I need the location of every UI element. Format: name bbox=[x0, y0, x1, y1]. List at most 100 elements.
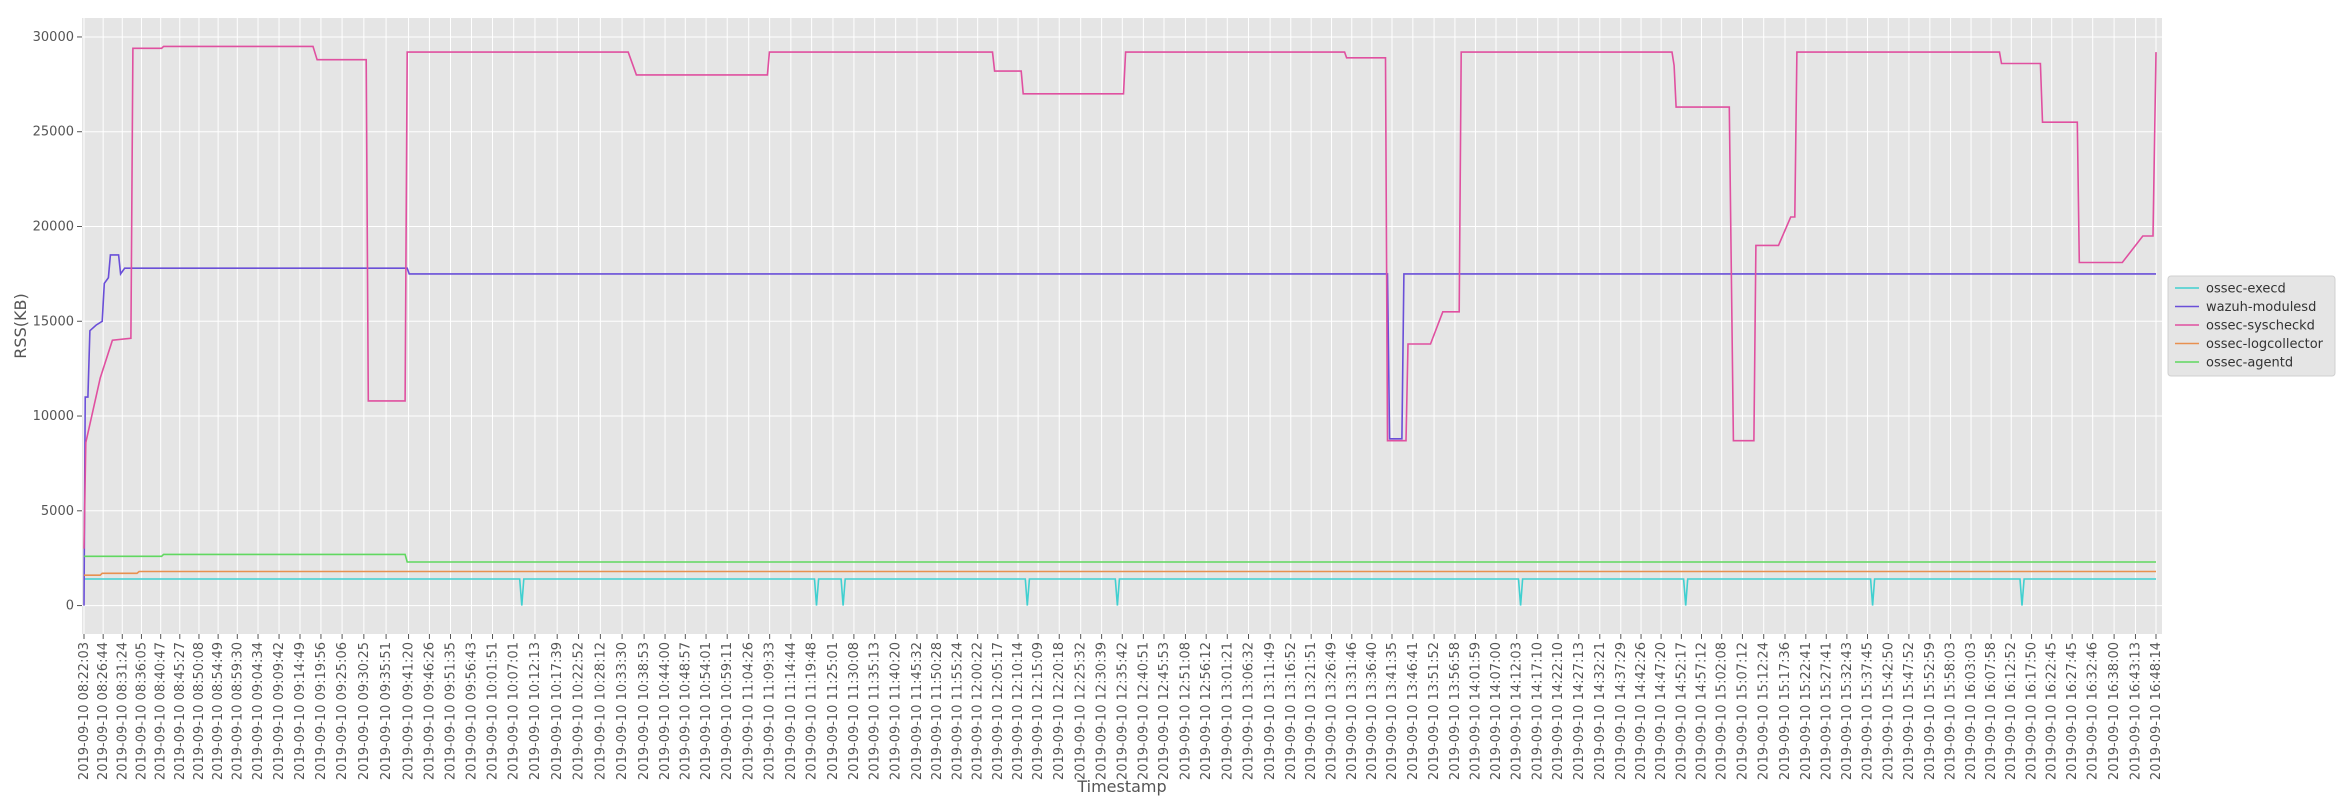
x-tick-label: 2019-09-10 09:56:43 bbox=[465, 642, 480, 780]
x-tick-label: 2019-09-10 10:17:39 bbox=[550, 642, 565, 780]
x-tick-label: 2019-09-10 11:14:44 bbox=[784, 642, 799, 780]
x-tick-label: 2019-09-10 13:31:46 bbox=[1345, 642, 1360, 780]
x-tick-label: 2019-09-10 14:07:00 bbox=[1489, 642, 1504, 780]
x-tick-label: 2019-09-10 08:22:03 bbox=[77, 642, 92, 780]
x-tick-label: 2019-09-10 11:55:24 bbox=[950, 642, 965, 780]
y-tick-label: 10000 bbox=[33, 409, 74, 424]
x-tick-label: 2019-09-10 12:51:08 bbox=[1178, 642, 1193, 780]
x-tick-label: 2019-09-10 09:30:25 bbox=[357, 642, 372, 780]
y-tick-label: 20000 bbox=[33, 219, 74, 234]
x-tick-label: 2019-09-10 15:17:36 bbox=[1778, 642, 1793, 780]
legend-label-ossec-syscheckd: ossec-syscheckd bbox=[2206, 319, 2315, 334]
x-tick-label: 2019-09-10 14:27:13 bbox=[1572, 642, 1587, 780]
x-tick-label: 2019-09-10 09:35:51 bbox=[379, 642, 394, 780]
x-tick-label: 2019-09-10 14:47:20 bbox=[1654, 642, 1669, 780]
x-tick-label: 2019-09-10 08:54:49 bbox=[211, 642, 226, 780]
x-tick-label: 2019-09-10 16:32:46 bbox=[2086, 642, 2101, 780]
x-tick-label: 2019-09-10 11:40:20 bbox=[889, 642, 904, 780]
x-tick-label: 2019-09-10 09:51:35 bbox=[443, 642, 458, 780]
x-tick-label: 2019-09-10 09:41:20 bbox=[402, 642, 417, 780]
x-tick-label: 2019-09-10 14:42:26 bbox=[1634, 642, 1649, 780]
x-tick-label: 2019-09-10 15:52:59 bbox=[1923, 642, 1938, 780]
y-axis-title: RSS(KB) bbox=[11, 293, 30, 358]
x-tick-label: 2019-09-10 09:04:34 bbox=[251, 642, 266, 780]
legend-label-ossec-agentd: ossec-agentd bbox=[2206, 356, 2293, 371]
x-tick-label: 2019-09-10 15:12:24 bbox=[1757, 642, 1772, 780]
x-tick-label: 2019-09-10 16:48:14 bbox=[2149, 642, 2164, 780]
x-tick-label: 2019-09-10 10:59:11 bbox=[720, 642, 735, 780]
x-tick-label: 2019-09-10 08:45:27 bbox=[173, 642, 188, 780]
x-tick-label: 2019-09-10 12:40:51 bbox=[1136, 642, 1151, 780]
x-tick-label: 2019-09-10 08:26:44 bbox=[96, 642, 111, 780]
x-tick-label: 2019-09-10 08:59:30 bbox=[230, 642, 245, 780]
x-tick-label: 2019-09-10 09:19:56 bbox=[314, 642, 329, 780]
x-tick-label: 2019-09-10 10:07:01 bbox=[507, 642, 522, 780]
x-tick-label: 2019-09-10 15:42:50 bbox=[1881, 642, 1896, 780]
series-line-ossec-execd bbox=[84, 578, 2156, 606]
x-tick-label: 2019-09-10 11:30:08 bbox=[847, 642, 862, 780]
series-line-ossec-agentd bbox=[84, 553, 2156, 563]
x-tick-label: 2019-09-10 13:06:32 bbox=[1241, 642, 1256, 780]
x-tick-label: 2019-09-10 09:46:26 bbox=[422, 642, 437, 780]
y-tick-label: 15000 bbox=[33, 314, 74, 329]
x-tick-label: 2019-09-10 13:11:49 bbox=[1263, 642, 1278, 780]
x-tick-label: 2019-09-10 08:31:24 bbox=[115, 642, 130, 780]
x-tick-label: 2019-09-10 13:51:52 bbox=[1427, 642, 1442, 780]
x-tick-label: 2019-09-10 09:25:06 bbox=[335, 642, 350, 780]
x-tick-label: 2019-09-10 13:26:49 bbox=[1325, 642, 1340, 780]
x-tick-label: 2019-09-10 10:44:00 bbox=[658, 642, 673, 780]
x-tick-label: 2019-09-10 12:35:42 bbox=[1115, 642, 1130, 780]
series-line-ossec-logcollector bbox=[84, 570, 2156, 576]
x-tick-label: 2019-09-10 12:30:39 bbox=[1095, 642, 1110, 780]
legend: ossec-execd wazuh-modulesd ossec-syscheckd… bbox=[2167, 275, 2336, 377]
x-tick-label: 2019-09-10 09:14:49 bbox=[293, 642, 308, 780]
x-tick-label: 2019-09-10 14:57:12 bbox=[1694, 642, 1709, 780]
x-tick-label: 2019-09-10 12:05:17 bbox=[991, 642, 1006, 780]
series-line-ossec-syscheckd bbox=[83, 45, 2157, 549]
x-tick-label: 2019-09-10 12:15:09 bbox=[1031, 642, 1046, 780]
x-axis-title: Timestamp bbox=[1076, 777, 1166, 796]
x-tick-label: 2019-09-10 08:40:47 bbox=[154, 642, 169, 780]
x-tick-label: 2019-09-10 14:32:21 bbox=[1593, 642, 1608, 780]
x-tick-label: 2019-09-10 14:12:03 bbox=[1510, 642, 1525, 780]
x-tick-label: 2019-09-10 12:10:14 bbox=[1011, 642, 1026, 780]
x-tick-label: 2019-09-10 13:46:41 bbox=[1406, 642, 1421, 780]
x-tick-label: 2019-09-10 12:20:18 bbox=[1052, 642, 1067, 780]
y-tick-label: 25000 bbox=[33, 125, 74, 140]
x-tick-label: 2019-09-10 15:58:03 bbox=[1944, 642, 1959, 780]
x-tick-label: 2019-09-10 10:01:51 bbox=[486, 642, 501, 780]
legend-box bbox=[2167, 275, 2336, 377]
series-line-wazuh-modulesd bbox=[83, 254, 2156, 606]
x-tick-label: 2019-09-10 16:38:00 bbox=[2107, 642, 2122, 780]
x-tick-label: 2019-09-10 16:07:58 bbox=[1984, 642, 1999, 780]
x-tick-label: 2019-09-10 11:45:32 bbox=[910, 642, 925, 780]
x-tick-label: 2019-09-10 16:43:13 bbox=[2128, 642, 2143, 780]
x-tick-label: 2019-09-10 16:03:03 bbox=[1964, 642, 1979, 780]
x-tick-label: 2019-09-10 15:37:45 bbox=[1860, 642, 1875, 780]
x-tick-label: 2019-09-10 11:50:28 bbox=[930, 642, 945, 780]
x-tick-label: 2019-09-10 14:37:29 bbox=[1614, 642, 1629, 780]
y-tick-label: 30000 bbox=[33, 30, 74, 45]
x-tick-label: 2019-09-10 12:56:12 bbox=[1199, 642, 1214, 780]
x-tick-label: 2019-09-10 13:56:58 bbox=[1448, 642, 1463, 780]
y-axis: 0 5000 10000 15000 20000 25000 30000 bbox=[33, 30, 82, 614]
y-tick-label: 5000 bbox=[41, 504, 74, 519]
x-tick-label: 2019-09-10 13:36:40 bbox=[1365, 642, 1380, 780]
x-tick-label: 2019-09-10 15:07:12 bbox=[1735, 642, 1750, 780]
x-tick-label: 2019-09-10 15:27:41 bbox=[1819, 642, 1834, 780]
x-tick-label: 2019-09-10 13:01:21 bbox=[1220, 642, 1235, 780]
x-tick-label: 2019-09-10 10:28:12 bbox=[593, 642, 608, 780]
y-tick-label: 0 bbox=[66, 599, 74, 614]
x-tick-label: 2019-09-10 12:45:53 bbox=[1157, 642, 1172, 780]
x-tick-label: 2019-09-10 10:54:01 bbox=[699, 642, 714, 780]
x-tick-label: 2019-09-10 16:22:45 bbox=[2045, 642, 2060, 780]
series-layer bbox=[83, 45, 2157, 606]
x-tick-label: 2019-09-10 15:22:41 bbox=[1799, 642, 1814, 780]
x-tick-label: 2019-09-10 10:38:53 bbox=[637, 642, 652, 780]
x-tick-label: 2019-09-10 11:09:33 bbox=[763, 642, 778, 780]
x-tick-label: 2019-09-10 15:02:08 bbox=[1715, 642, 1730, 780]
x-tick-label: 2019-09-10 14:52:17 bbox=[1674, 642, 1689, 780]
x-tick-label: 2019-09-10 14:22:10 bbox=[1551, 642, 1566, 780]
x-tick-label: 2019-09-10 12:00:22 bbox=[971, 642, 986, 780]
